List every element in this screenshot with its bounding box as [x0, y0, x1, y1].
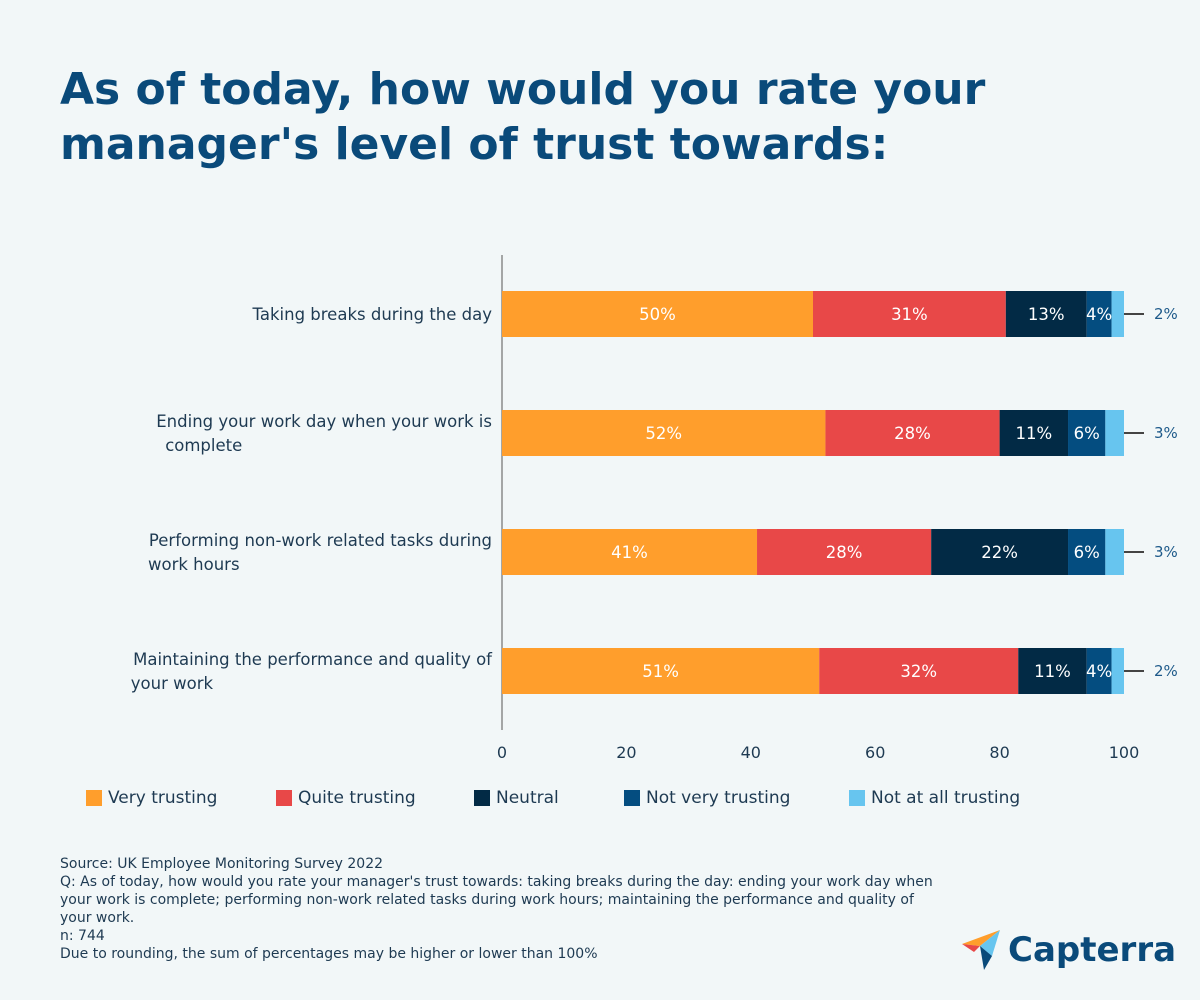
data-label: 41% — [611, 543, 648, 562]
legend-item: Very trusting — [86, 788, 276, 808]
legend-swatch — [276, 790, 292, 806]
bar-segment — [1105, 410, 1124, 456]
sample-size: n: 744 — [60, 928, 105, 944]
data-label: 31% — [891, 305, 928, 324]
data-label: 32% — [900, 662, 937, 681]
bar-segment — [1111, 648, 1124, 694]
bar-segment — [1086, 291, 1112, 337]
bar-segment — [1111, 291, 1124, 337]
bar-segment — [931, 529, 1069, 575]
data-label: 2% — [1154, 305, 1178, 323]
data-label: 6% — [1074, 424, 1100, 443]
stacked-bar-chart: 0 20 40 60 80 100 Taking breaks during the day… — [131, 255, 1178, 762]
data-label: 28% — [826, 543, 863, 562]
rounding-note: Due to rounding, the sum of percentages … — [60, 946, 598, 962]
bar-segment — [1068, 529, 1106, 575]
capterra-logo-icon — [962, 930, 1000, 970]
question-line: Q: As of today, how would you rate your … — [60, 874, 933, 926]
bar-segment — [502, 291, 813, 337]
bar-segment — [502, 648, 820, 694]
category-label: Performing non-work related tasks during — [149, 531, 492, 550]
bar-segment — [502, 529, 758, 575]
data-label: 4% — [1086, 662, 1112, 681]
bar-segment — [1018, 648, 1087, 694]
data-label: 2% — [1154, 662, 1178, 680]
legend-label: Neutral — [496, 788, 559, 808]
legend-item: Not very trusting — [624, 788, 849, 808]
legend-item: Quite trusting — [276, 788, 474, 808]
category-label: your work — [131, 674, 214, 693]
bar-segment — [1105, 529, 1124, 575]
legend-swatch — [624, 790, 640, 806]
legend-label: Not at all trusting — [871, 788, 1021, 808]
data-label: 28% — [894, 424, 931, 443]
data-label: 52% — [645, 424, 682, 443]
data-label: 11% — [1034, 662, 1071, 681]
category-label: work hours — [148, 555, 240, 574]
bar-segment — [1005, 291, 1087, 337]
bar-segment — [1068, 410, 1106, 456]
legend-swatch — [86, 790, 102, 806]
logo-text: Capterra — [1008, 930, 1177, 970]
bar-segment — [757, 529, 932, 575]
x-tick-label: 40 — [741, 743, 761, 762]
legend-swatch — [474, 790, 490, 806]
bar-segment — [1086, 648, 1112, 694]
x-tick-label: 60 — [865, 743, 885, 762]
bar-segment — [819, 648, 1019, 694]
source-line: Source: UK Employee Monitoring Survey 20… — [60, 856, 384, 872]
capterra-logo: Capterra — [960, 928, 1176, 972]
legend-item: Neutral — [474, 788, 624, 808]
legend-swatch — [849, 790, 865, 806]
legend: Very trusting Quite trusting Neutral Not ve… — [86, 788, 1049, 808]
data-label: 22% — [981, 543, 1018, 562]
data-label: 6% — [1074, 543, 1100, 562]
bar-segment — [813, 291, 1006, 337]
data-label: 4% — [1086, 305, 1112, 324]
x-tick-label: 0 — [497, 743, 507, 762]
bar-segment — [825, 410, 1000, 456]
x-tick-label: 100 — [1109, 743, 1140, 762]
category-label: Ending your work day when your work is — [156, 412, 492, 431]
bar-segment — [999, 410, 1069, 456]
category-label: Taking breaks during the day — [252, 305, 493, 324]
data-label: 13% — [1028, 305, 1065, 324]
data-label: 3% — [1154, 424, 1178, 442]
x-tick-label: 80 — [989, 743, 1009, 762]
bar-segment — [502, 410, 826, 456]
source-notes: Source: UK Employee Monitoring Survey 20… — [60, 855, 940, 963]
data-label: 50% — [639, 305, 676, 324]
legend-label: Quite trusting — [298, 788, 416, 808]
data-label: 11% — [1015, 424, 1052, 443]
category-label: complete — [165, 436, 242, 455]
legend-label: Not very trusting — [646, 788, 791, 808]
x-tick-label: 20 — [616, 743, 636, 762]
legend-label: Very trusting — [108, 788, 218, 808]
chart-title: As of today, how would you rate your man… — [60, 64, 986, 170]
data-label: 3% — [1154, 543, 1178, 561]
data-label: 51% — [642, 662, 679, 681]
category-label: Maintaining the performance and quality … — [133, 650, 493, 669]
legend-item: Not at all trusting — [849, 788, 1049, 808]
